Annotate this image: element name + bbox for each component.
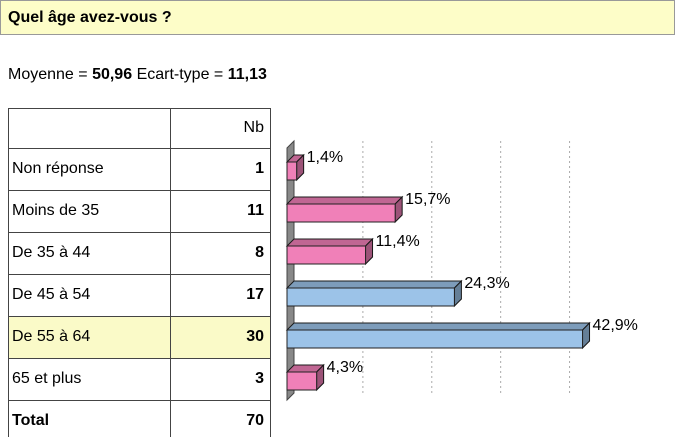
row-label: Non réponse [12,160,104,177]
row-count: 1 [255,160,264,177]
bar-top [285,322,591,331]
bar [286,161,298,181]
table-header [8,108,271,149]
table-row [8,148,271,191]
table-row [8,190,271,233]
title: Quel âge avez-vous ? [8,9,172,26]
bar-label: 42,9% [593,317,638,334]
table-row [8,274,271,317]
row-label: 65 et plus [12,370,81,387]
mean: 50,96 [92,66,132,83]
row-label: Moins de 35 [12,202,99,219]
bar-top [285,238,374,247]
bar-label: 4,3% [327,359,363,376]
bar [286,245,367,265]
row-label: De 45 à 54 [12,286,90,303]
bar-label: 11,4% [376,233,420,250]
row-count: 8 [255,244,264,261]
sd: 11,13 [228,66,267,83]
row-label: De 55 à 64 [12,328,90,345]
row-count: 30 [246,328,264,345]
row-count: 11 [247,202,264,219]
bar-top [285,196,404,205]
header-nb: Nb [244,119,265,136]
bar-label: 15,7% [405,191,450,208]
row-label: De 35 à 44 [12,244,90,261]
bar-top [285,280,463,289]
row-count: 3 [255,370,264,387]
table-row [8,400,271,442]
bar [286,371,318,391]
bar-label: 24,3% [464,275,509,292]
row-count: 17 [246,286,264,303]
bar-label: 1,4% [307,149,343,166]
table-row [8,358,271,401]
row-count: 70 [246,412,264,429]
row-label: Total [12,412,49,429]
mean-label: Moyenne = [8,66,88,83]
table-row [8,316,271,359]
sd-label: Ecart-type = [137,66,224,83]
stats: Moyenne = 50,96 Ecart-type = 11,13 [8,66,267,83]
title-bar [0,0,675,35]
bar [286,329,584,349]
bar [286,287,455,307]
bar [286,203,396,223]
